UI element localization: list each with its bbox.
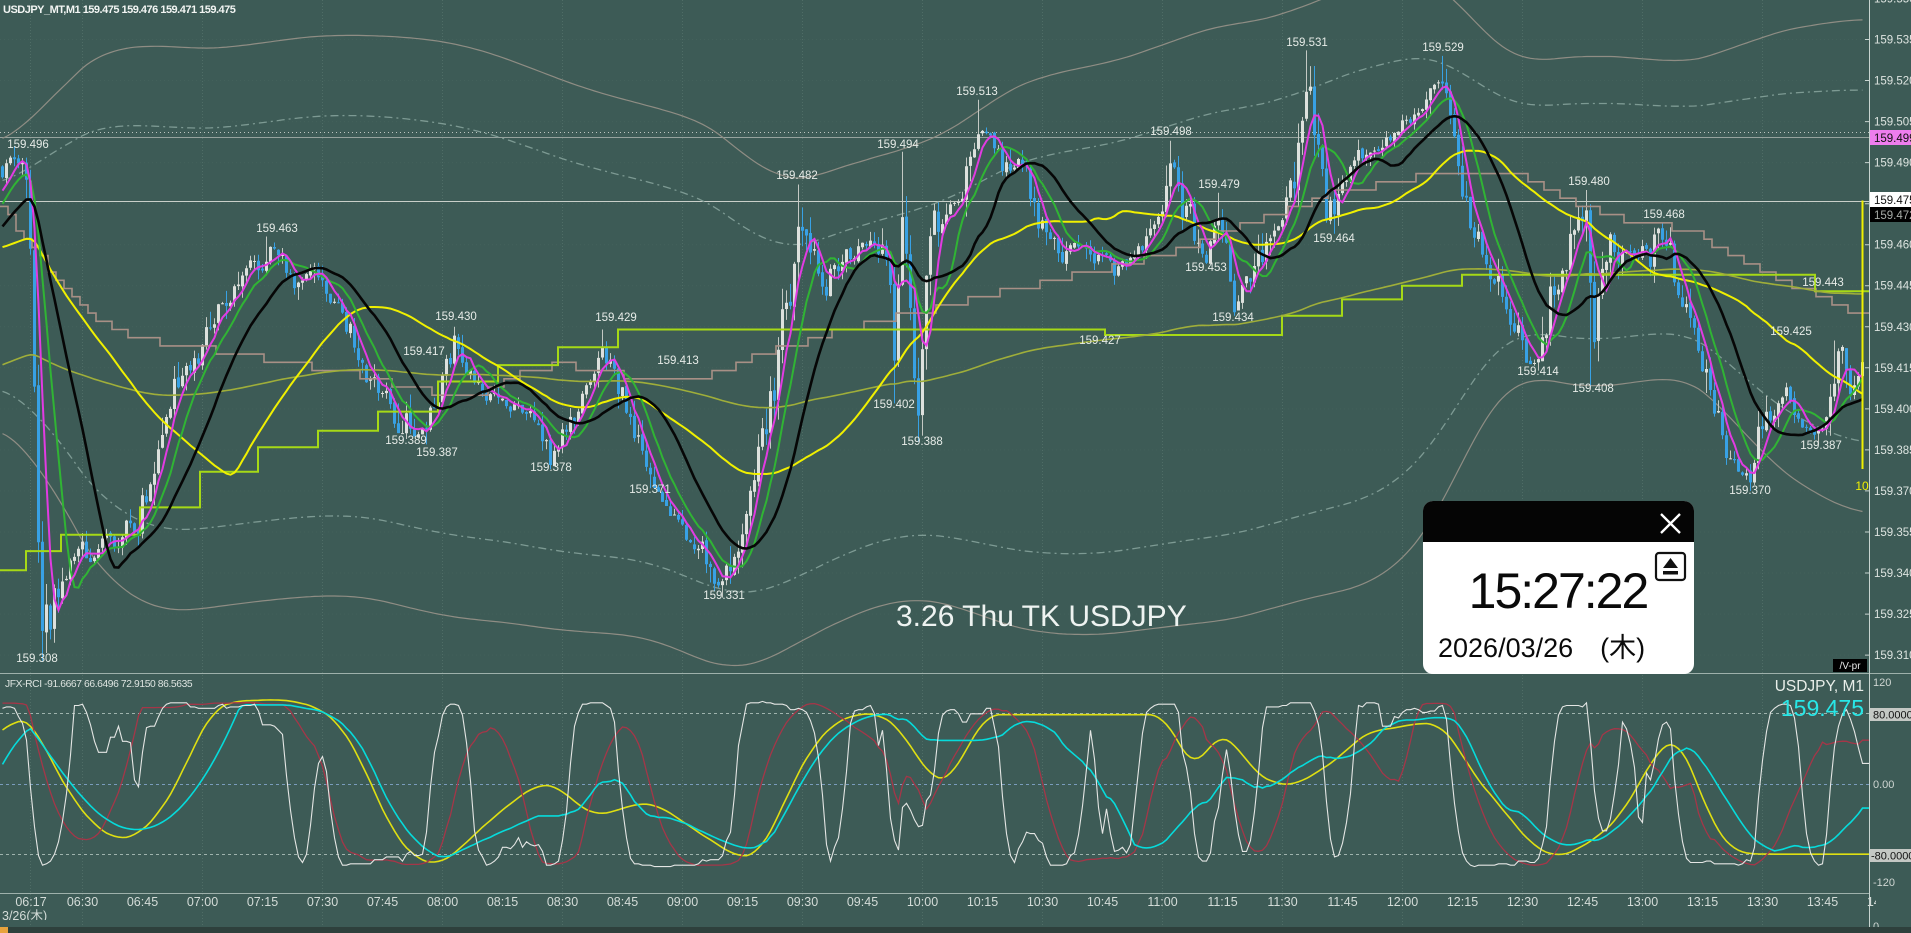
svg-text:09:30: 09:30 [787,895,818,909]
svg-text:159.453: 159.453 [1185,262,1227,274]
svg-text:11:15: 11:15 [1207,895,1237,909]
svg-text:15:27:22: 15:27:22 [1469,563,1648,619]
svg-text:07:15: 07:15 [247,895,278,909]
svg-text:159.464: 159.464 [1313,233,1355,245]
svg-text:159.480: 159.480 [1568,176,1610,188]
svg-text:12:15: 12:15 [1447,895,1478,909]
svg-text:159.529: 159.529 [1422,42,1464,54]
svg-text:159.402: 159.402 [873,399,915,411]
svg-text:2026/03/26 (木): 2026/03/26 (木) [1438,633,1645,663]
svg-text:13:30: 13:30 [1747,895,1778,909]
svg-text:11:30: 11:30 [1267,895,1297,909]
svg-text:159.531: 159.531 [1286,37,1328,49]
svg-text:159.387: 159.387 [416,447,458,459]
svg-text:159.308: 159.308 [16,653,58,665]
svg-text:USDJPY, M1: USDJPY, M1 [1775,678,1864,695]
svg-text:159.468: 159.468 [1643,209,1685,221]
svg-text:06:30: 06:30 [67,895,98,909]
svg-text:10:30: 10:30 [1027,895,1058,909]
svg-text:159.425: 159.425 [1770,326,1812,338]
svg-text:159.479: 159.479 [1198,179,1240,191]
svg-text:10:15: 10:15 [967,895,998,909]
svg-text:07:30: 07:30 [307,895,338,909]
svg-text:07:00: 07:00 [187,895,218,909]
svg-text:159.472: 159.472 [1874,210,1911,222]
svg-text:159.385: 159.385 [1874,445,1911,457]
svg-text:13:00: 13:00 [1627,895,1658,909]
svg-text:159.434: 159.434 [1212,312,1254,324]
svg-text:159.429: 159.429 [595,312,637,324]
svg-text:159.414: 159.414 [1517,366,1559,378]
svg-text:13:15: 13:15 [1687,895,1718,909]
svg-text:159.355: 159.355 [1874,527,1911,539]
svg-text:159.513: 159.513 [956,86,998,98]
svg-text:159.494: 159.494 [877,139,919,151]
svg-text:159.417: 159.417 [403,346,445,358]
svg-text:13:45: 13:45 [1807,895,1838,909]
svg-text:159.408: 159.408 [1572,383,1614,395]
svg-text:159.535: 159.535 [1874,35,1911,47]
svg-text:159.475: 159.475 [1874,195,1911,207]
svg-text:159.388: 159.388 [901,436,943,448]
svg-text:159.499: 159.499 [1874,133,1911,145]
svg-text:159.389: 159.389 [385,435,427,447]
svg-text:159.520: 159.520 [1874,76,1911,88]
svg-text:159.463: 159.463 [256,223,298,235]
svg-text:80.0000: 80.0000 [1873,710,1911,722]
svg-text:07:45: 07:45 [367,895,398,909]
svg-text:159.370: 159.370 [1874,486,1911,498]
svg-text:JFX-RCI -91.6667 66.6496 72.91: JFX-RCI -91.6667 66.6496 72.9150 86.5635 [5,679,193,690]
svg-text:08:15: 08:15 [487,895,518,909]
svg-text:159.505: 159.505 [1874,117,1911,129]
svg-text:08:00: 08:00 [427,895,458,909]
svg-text:159.443: 159.443 [1802,277,1844,289]
svg-text:3/26(木): 3/26(木) [2,909,47,923]
svg-text:10:45: 10:45 [1087,895,1118,909]
svg-text:159.475: 159.475 [1781,695,1864,721]
svg-text:159.490: 159.490 [1874,158,1911,170]
svg-text:-120: -120 [1873,877,1895,889]
svg-text:159.378: 159.378 [530,462,572,474]
svg-text:11:00: 11:00 [1147,895,1177,909]
svg-text:159.371: 159.371 [629,484,671,496]
svg-text:159.430: 159.430 [1874,322,1911,334]
svg-text:159.400: 159.400 [1874,404,1911,416]
svg-text:/V-pr: /V-pr [1839,661,1861,672]
svg-text:09:15: 09:15 [727,895,758,909]
svg-text:159.498: 159.498 [1150,126,1192,138]
svg-text:159.460: 159.460 [1874,240,1911,252]
svg-text:159.496: 159.496 [7,139,49,151]
svg-text:159.387: 159.387 [1800,440,1842,452]
svg-text:159.331: 159.331 [703,590,745,602]
svg-text:159.340: 159.340 [1874,568,1911,580]
svg-text:3.26 Thu TK USDJPY: 3.26 Thu TK USDJPY [896,600,1187,633]
svg-text:08:45: 08:45 [607,895,638,909]
svg-text:12:00: 12:00 [1387,895,1418,909]
svg-text:12:30: 12:30 [1507,895,1538,909]
svg-text:159.550: 159.550 [1874,0,1911,6]
svg-text:09:45: 09:45 [847,895,878,909]
svg-text:14:00: 14:00 [1867,895,1898,909]
svg-text:09:00: 09:00 [667,895,698,909]
svg-text:10: 10 [1855,479,1869,493]
svg-text:159.445: 159.445 [1874,281,1911,293]
svg-text:159.413: 159.413 [657,355,699,367]
svg-text:159.325: 159.325 [1874,609,1911,621]
svg-text:08:30: 08:30 [547,895,578,909]
svg-text:159.415: 159.415 [1874,363,1911,375]
svg-text:11:45: 11:45 [1327,895,1357,909]
svg-text:-80.0000: -80.0000 [1871,851,1911,863]
svg-text:159.430: 159.430 [435,311,477,323]
svg-text:06:17: 06:17 [15,895,46,909]
svg-text:159.310: 159.310 [1874,650,1911,662]
svg-text:159.370: 159.370 [1729,485,1771,497]
svg-text:0.00: 0.00 [1873,779,1894,791]
svg-text:159.427: 159.427 [1079,335,1121,347]
svg-text:120: 120 [1873,677,1891,689]
svg-text:USDJPY_MT,M1 159.475 159.476: USDJPY_MT,M1 159.475 159.476 159.471 159… [3,4,236,16]
svg-text:159.482: 159.482 [776,170,818,182]
svg-text:12:45: 12:45 [1567,895,1598,909]
svg-text:06:45: 06:45 [127,895,158,909]
svg-text:10:00: 10:00 [907,895,938,909]
